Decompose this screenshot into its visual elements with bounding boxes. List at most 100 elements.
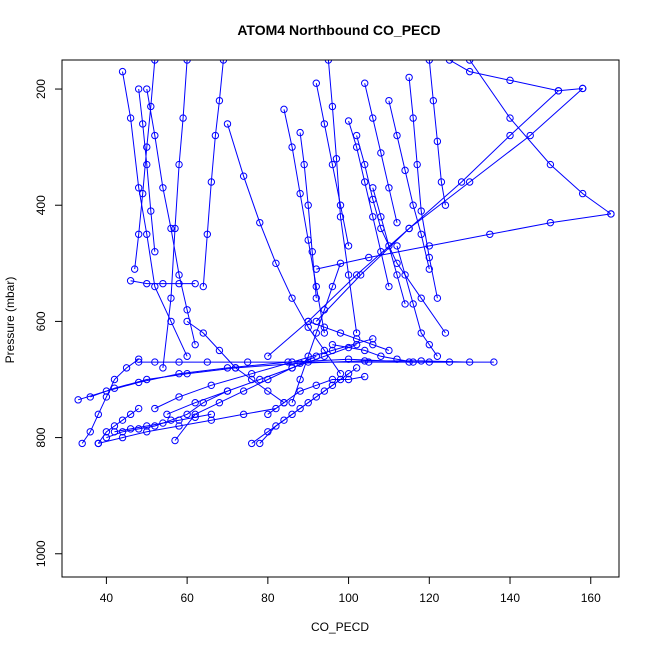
series-line bbox=[97, 408, 139, 444]
data-point bbox=[203, 358, 212, 366]
data-point bbox=[344, 242, 353, 250]
series-line bbox=[267, 88, 584, 357]
data-point bbox=[607, 210, 615, 218]
series-40 bbox=[304, 317, 393, 355]
data-point bbox=[288, 358, 296, 366]
data-point bbox=[441, 329, 450, 337]
data-point bbox=[526, 131, 534, 140]
data-point bbox=[215, 346, 224, 355]
series-32 bbox=[134, 85, 159, 256]
data-point bbox=[433, 352, 442, 360]
data-point bbox=[393, 242, 401, 250]
data-point bbox=[175, 160, 183, 169]
data-point bbox=[344, 271, 353, 279]
data-point bbox=[304, 201, 312, 209]
data-point bbox=[320, 387, 329, 395]
series-line bbox=[77, 358, 450, 401]
data-point bbox=[312, 79, 320, 87]
data-point bbox=[393, 271, 401, 279]
data-point bbox=[296, 375, 304, 384]
data-point bbox=[207, 381, 216, 390]
data-point bbox=[183, 60, 191, 64]
data-point bbox=[143, 160, 151, 169]
data-point bbox=[219, 60, 228, 64]
series-line bbox=[327, 60, 358, 334]
data-point bbox=[239, 387, 248, 395]
data-point bbox=[409, 114, 417, 122]
y-axis: 200 400 600 800 1000 bbox=[34, 79, 63, 567]
data-point bbox=[320, 323, 329, 331]
data-point bbox=[134, 85, 143, 93]
data-point bbox=[425, 253, 433, 262]
data-point bbox=[191, 279, 199, 288]
series-16 bbox=[405, 73, 442, 302]
data-point bbox=[118, 433, 127, 442]
series-line bbox=[166, 344, 357, 415]
data-point bbox=[304, 323, 312, 331]
data-point bbox=[134, 184, 143, 192]
x-tick-label: 100 bbox=[339, 591, 359, 605]
data-point bbox=[175, 369, 183, 378]
data-point bbox=[151, 60, 159, 64]
data-point bbox=[365, 253, 373, 262]
data-point bbox=[437, 178, 446, 186]
data-point bbox=[288, 294, 296, 302]
series-line bbox=[130, 280, 196, 285]
data-point bbox=[336, 369, 345, 378]
data-point bbox=[126, 277, 135, 285]
data-point bbox=[215, 96, 224, 105]
series-21 bbox=[264, 84, 587, 360]
data-point bbox=[183, 410, 191, 419]
series-line bbox=[114, 413, 212, 433]
data-point bbox=[465, 60, 474, 64]
data-point bbox=[308, 247, 316, 256]
data-point bbox=[239, 172, 248, 180]
data-point bbox=[429, 96, 438, 105]
series-38 bbox=[393, 242, 442, 360]
series-line bbox=[364, 83, 398, 223]
data-point bbox=[272, 404, 280, 413]
data-point bbox=[102, 433, 111, 442]
plot-frame bbox=[61, 59, 620, 578]
data-point bbox=[401, 300, 409, 308]
data-point bbox=[159, 364, 167, 372]
data-point bbox=[183, 306, 191, 314]
data-point bbox=[110, 375, 119, 384]
data-point bbox=[280, 399, 288, 407]
series-line bbox=[388, 100, 430, 270]
data-point bbox=[207, 416, 216, 424]
series-17 bbox=[425, 60, 450, 209]
x-axis-label: CO_PECD bbox=[311, 620, 369, 634]
data-point bbox=[312, 393, 320, 401]
data-point bbox=[130, 265, 139, 273]
data-point bbox=[118, 428, 127, 436]
x-tick-label: 60 bbox=[180, 591, 194, 605]
data-point bbox=[175, 422, 183, 430]
data-point bbox=[139, 189, 147, 198]
data-point bbox=[183, 352, 191, 360]
data-point bbox=[151, 404, 159, 413]
data-point bbox=[163, 410, 171, 419]
series-27 bbox=[163, 340, 361, 419]
series-41 bbox=[264, 372, 369, 419]
series-group bbox=[74, 60, 615, 448]
x-tick-label: 140 bbox=[500, 591, 520, 605]
data-point bbox=[361, 357, 369, 365]
data-point bbox=[183, 317, 191, 326]
data-point bbox=[110, 428, 119, 436]
series-line bbox=[162, 60, 188, 368]
series-22 bbox=[312, 87, 563, 326]
plot-area bbox=[61, 59, 620, 578]
series-29 bbox=[126, 277, 199, 288]
data-point bbox=[94, 410, 103, 419]
data-point bbox=[413, 160, 421, 169]
data-point bbox=[352, 364, 361, 372]
data-point bbox=[393, 131, 401, 140]
data-point bbox=[296, 404, 304, 413]
data-point bbox=[445, 60, 454, 64]
x-axis: 40 60 80 100 120 140 160 bbox=[100, 576, 601, 605]
data-point bbox=[94, 439, 103, 448]
data-point bbox=[134, 404, 143, 413]
series-line bbox=[227, 123, 341, 374]
series-3 bbox=[118, 67, 191, 360]
